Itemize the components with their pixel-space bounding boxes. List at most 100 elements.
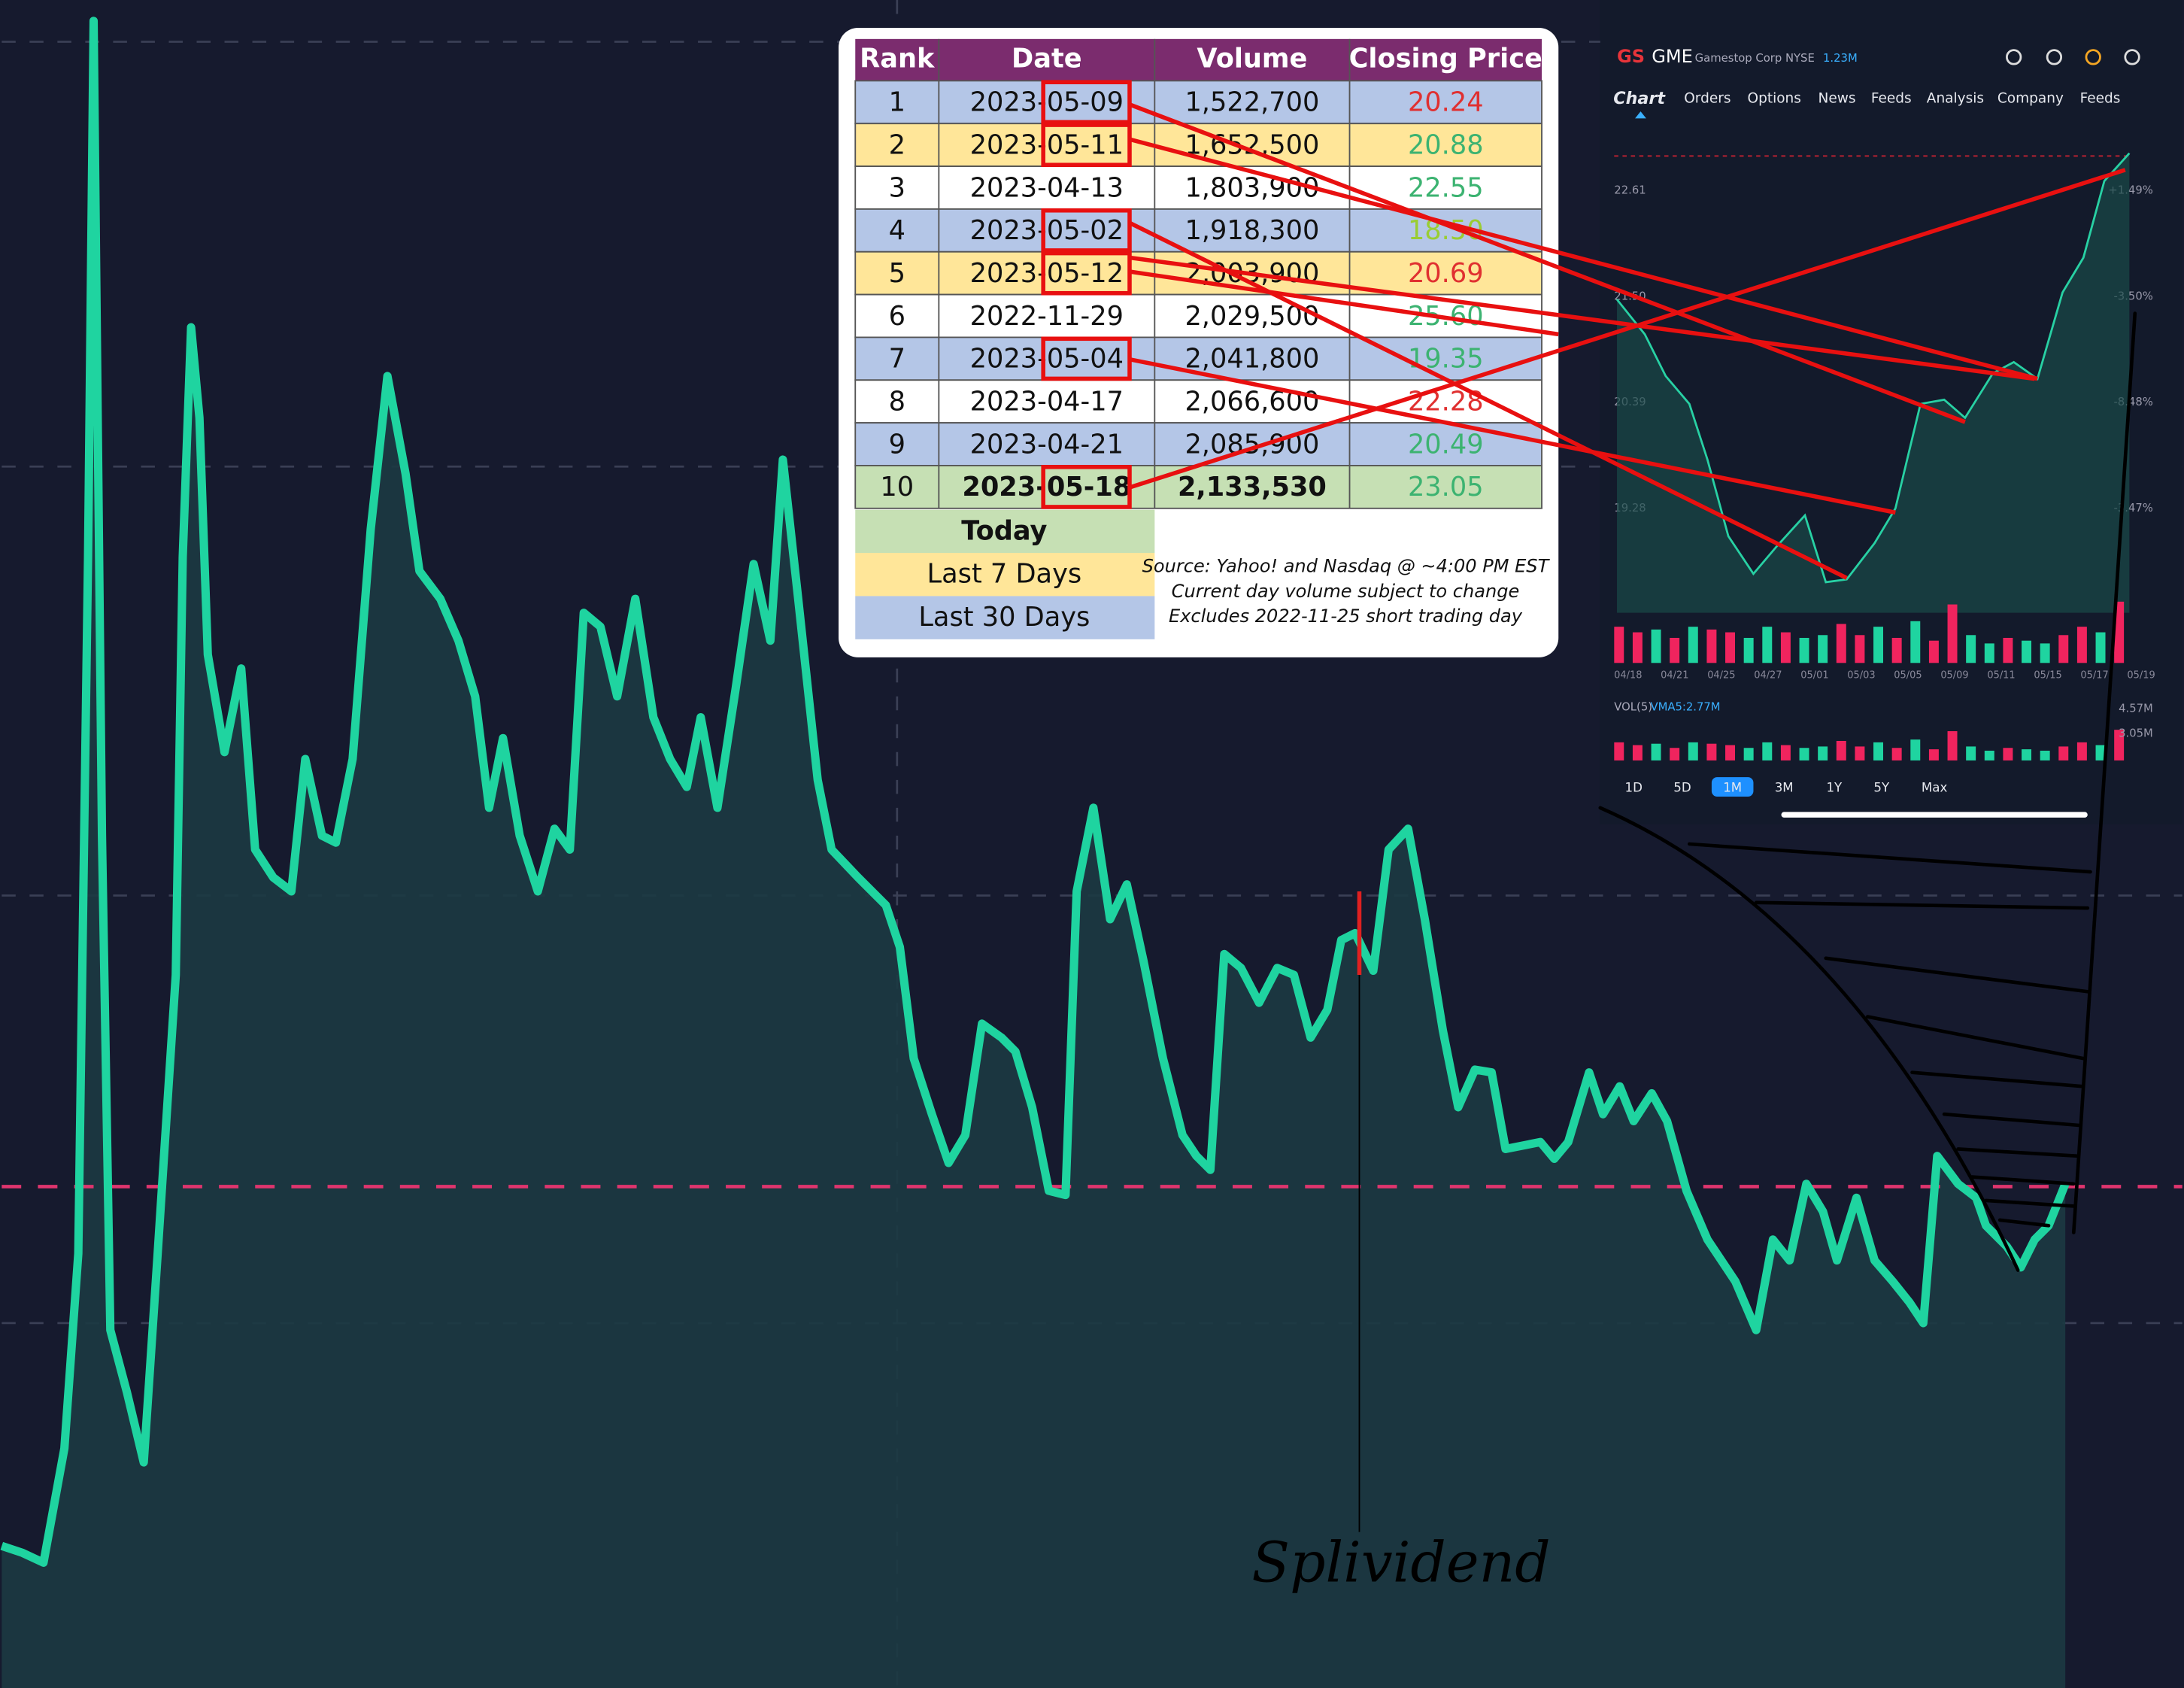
- table-cell: 2023-05-12: [970, 258, 1124, 289]
- table-cell: 2023-04-13: [970, 172, 1124, 203]
- volume-bar-lower: [2040, 750, 2050, 761]
- table-cell: 1: [889, 87, 905, 118]
- date-highlight: [1041, 208, 1132, 253]
- volume-bar: [1836, 624, 1846, 663]
- table-cell: 2023-05-02: [970, 215, 1124, 246]
- legend-swatch: [855, 553, 1155, 597]
- volume-bar: [2003, 637, 2013, 663]
- table-cell: 9: [889, 429, 905, 460]
- menu-icon[interactable]: [2124, 49, 2140, 65]
- table-cell: 1,918,300: [1185, 215, 1319, 246]
- tab[interactable]: Options: [1748, 90, 1801, 106]
- search-icon[interactable]: [2046, 49, 2063, 65]
- range-button[interactable]: 5Y: [1873, 780, 1890, 794]
- volume-bar-lower: [1762, 742, 1773, 761]
- x-tick-label: 05/03: [1847, 669, 1875, 681]
- legend-label: Today: [961, 515, 1047, 546]
- range-button[interactable]: 1Y: [1826, 780, 1843, 794]
- volume-bar-lower: [1928, 749, 1939, 761]
- table-cell: 2023-05-18: [962, 472, 1131, 502]
- volume-bar: [1818, 635, 1828, 663]
- vma-label: VMA5:2.77M: [1650, 701, 1720, 714]
- table-cell: 2023-05-09: [970, 87, 1124, 118]
- range-active: [1711, 777, 1754, 797]
- volume-bar-lower: [1947, 731, 1958, 761]
- x-tick-label: 05/19: [2127, 669, 2155, 681]
- table-cell: 2022-11-29: [970, 301, 1124, 332]
- annotation-text: Splividend: [1251, 1530, 1550, 1595]
- volume-bar: [1891, 637, 1902, 663]
- range-button[interactable]: Max: [1922, 780, 1948, 794]
- app-panel: GS GME Gamestop Corp NYSE 1.23M Chart Orders O…: [1600, 0, 2182, 825]
- x-tick-label: 05/11: [1987, 669, 2015, 681]
- range-button[interactable]: 1D: [1625, 780, 1643, 794]
- volume-bar: [1688, 627, 1698, 663]
- ticker: GME: [1652, 46, 1693, 67]
- volume-bar-lower: [1836, 740, 1846, 761]
- volume-tick-label: 3.05M: [2119, 727, 2153, 740]
- y-tick-label: 22.61: [1614, 184, 1646, 197]
- refresh-icon[interactable]: [2006, 49, 2022, 65]
- column-header: Volume: [1197, 44, 1307, 74]
- legend-label: Last 30 Days: [918, 602, 1090, 633]
- range-button[interactable]: 1M: [1723, 780, 1742, 794]
- x-tick-label: 04/25: [1707, 669, 1735, 681]
- x-tick-label: 05/17: [2080, 669, 2108, 681]
- table-row: [854, 379, 1542, 424]
- volume-bar: [2040, 643, 2050, 663]
- legend-swatch: [855, 509, 1155, 554]
- volume-bar-lower: [2003, 748, 2013, 761]
- x-tick-label: 05/09: [1940, 669, 1968, 681]
- range-button[interactable]: 3M: [1775, 780, 1794, 794]
- table-cell: 20.88: [1408, 129, 1484, 160]
- table-row: [854, 165, 1542, 210]
- favorite-icon[interactable]: [2085, 49, 2101, 65]
- table-cell: 2023-05-04: [970, 344, 1124, 375]
- table-row: [854, 80, 1542, 125]
- volume-bar-lower: [1706, 743, 1717, 761]
- tab-indicator: [1635, 111, 1646, 119]
- tab[interactable]: Feeds: [1871, 90, 1912, 106]
- table-cell: 2023-05-11: [970, 129, 1124, 160]
- x-tick-label: 05/15: [2034, 669, 2061, 681]
- table-cell: 2,066,600: [1185, 387, 1319, 417]
- x-tick-label: 04/21: [1661, 669, 1688, 681]
- tab[interactable]: News: [1818, 90, 1856, 106]
- volume-bar: [2022, 640, 2032, 663]
- volume-bar: [1706, 629, 1717, 663]
- x-tick-label: 04/18: [1614, 669, 1642, 681]
- volume-bar: [1743, 637, 1754, 663]
- table-cell: 7: [889, 344, 905, 375]
- annotation-lines: [1128, 102, 2126, 580]
- table-cell: 2,133,530: [1178, 472, 1327, 502]
- volume-bar-lower: [1966, 746, 1976, 761]
- table-cell: 2: [889, 129, 905, 160]
- table-cell: 8: [889, 387, 905, 417]
- volume-bar-lower: [1855, 746, 1865, 761]
- range-button[interactable]: 5D: [1673, 780, 1691, 794]
- hand-drawing: [1598, 311, 2137, 1272]
- column-header: Date: [1012, 44, 1082, 74]
- column-header: Closing Price: [1349, 44, 1542, 74]
- table-cell: 20.69: [1408, 258, 1484, 289]
- source-note: Source: Yahoo! and Nasdaq @ ~4:00 PM EST: [1142, 556, 1551, 577]
- table-cell: 4: [889, 215, 905, 246]
- volume-bar: [1799, 637, 1809, 663]
- volume-bar: [2058, 635, 2069, 663]
- table-cell: 20.49: [1408, 429, 1484, 460]
- volume-bar: [1614, 627, 1624, 663]
- tab[interactable]: Analysis: [1927, 90, 1984, 106]
- volume-bar: [1966, 635, 1976, 663]
- volume-bar: [1632, 632, 1643, 663]
- volume-bar-lower: [1651, 743, 1661, 761]
- volume-bar: [1855, 635, 1865, 663]
- tab[interactable]: Company: [1997, 90, 2064, 106]
- volume-bar-lower: [2095, 745, 2106, 761]
- tab[interactable]: Chart: [1613, 89, 1666, 108]
- volume-bar: [1670, 637, 1680, 663]
- table-cell: 10: [880, 472, 914, 502]
- tab[interactable]: Feeds: [2080, 90, 2121, 106]
- volume-bar: [2076, 627, 2087, 663]
- tab[interactable]: Orders: [1684, 90, 1731, 106]
